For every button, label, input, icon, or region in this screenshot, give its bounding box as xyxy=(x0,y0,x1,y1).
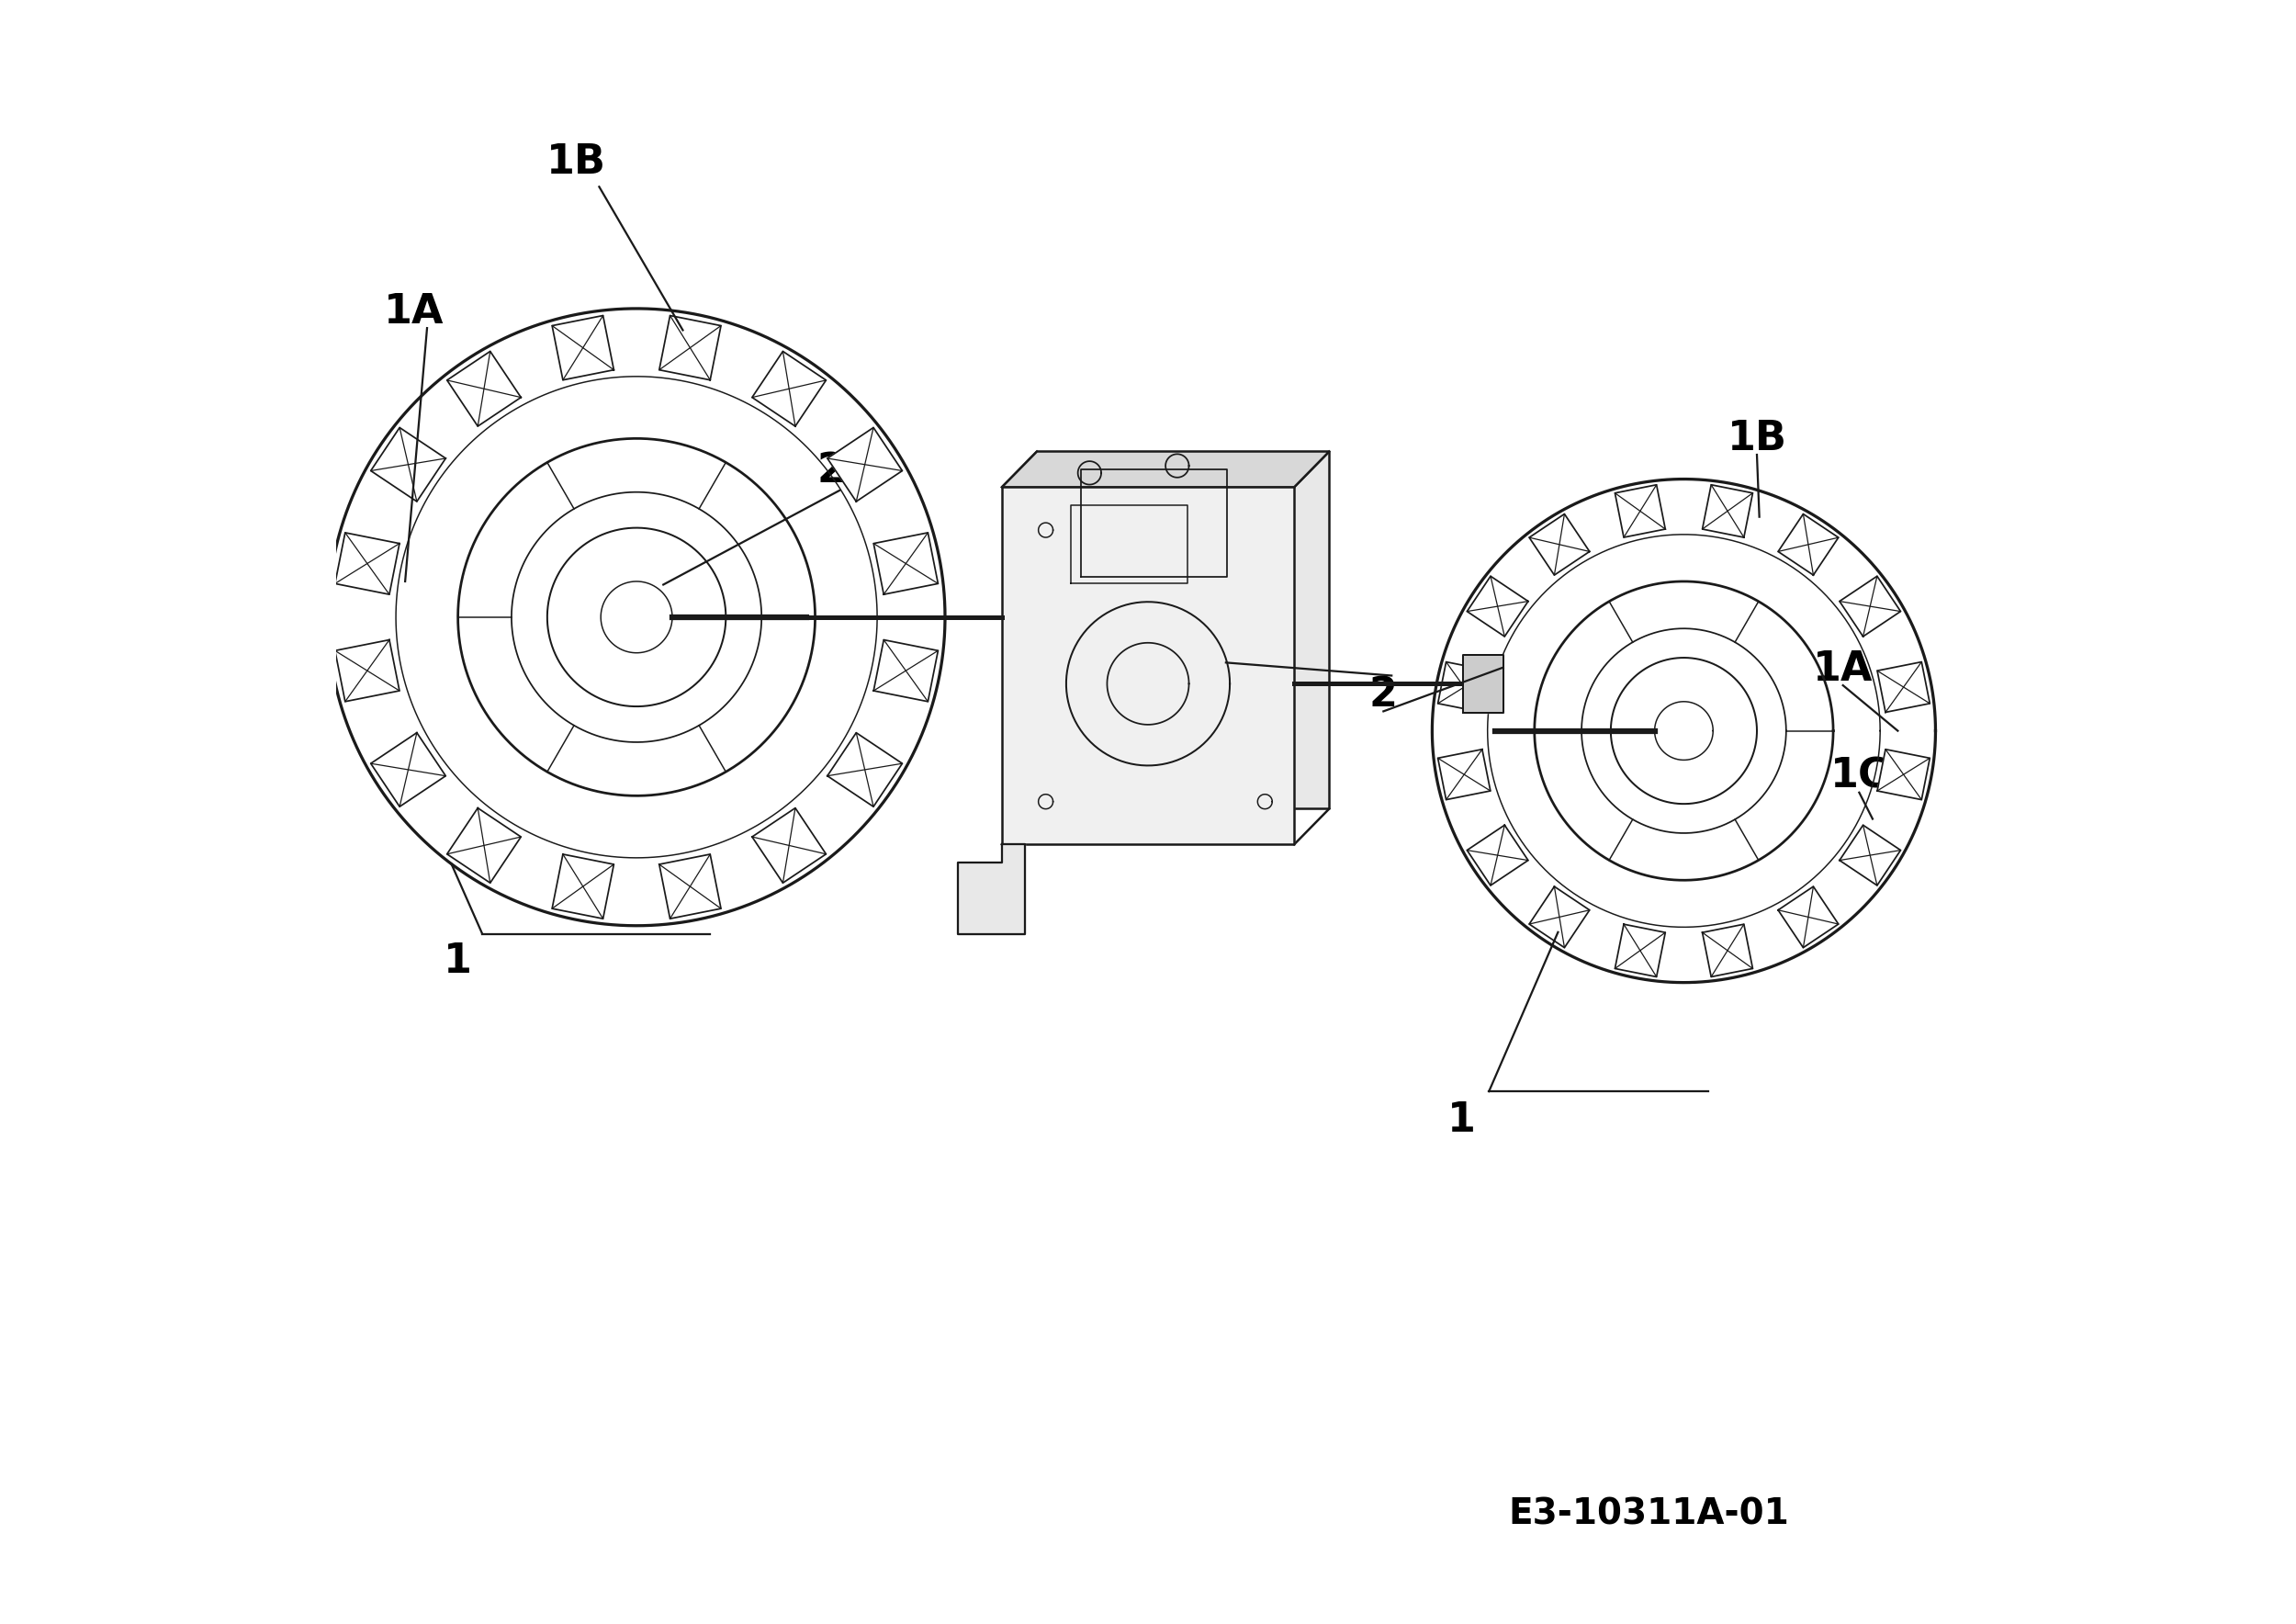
Polygon shape xyxy=(1437,749,1490,799)
Text: 1A: 1A xyxy=(1814,650,1874,689)
Polygon shape xyxy=(1001,487,1295,844)
Polygon shape xyxy=(1529,513,1589,575)
Polygon shape xyxy=(551,315,613,380)
Polygon shape xyxy=(335,640,400,702)
Polygon shape xyxy=(659,854,721,919)
Polygon shape xyxy=(1001,451,1329,487)
Polygon shape xyxy=(1777,887,1839,948)
Text: 1A: 1A xyxy=(383,292,443,331)
Polygon shape xyxy=(1839,825,1901,885)
Text: 3: 3 xyxy=(1212,627,1240,666)
Text: 1: 1 xyxy=(443,942,473,981)
Text: 1: 1 xyxy=(1446,1101,1476,1140)
Polygon shape xyxy=(335,533,400,594)
Polygon shape xyxy=(1701,486,1752,538)
Polygon shape xyxy=(1878,749,1931,799)
Text: 1C: 1C xyxy=(1830,757,1890,796)
Polygon shape xyxy=(1614,924,1665,976)
Text: E3-10311A-01: E3-10311A-01 xyxy=(1508,1497,1789,1531)
Polygon shape xyxy=(872,640,939,702)
Polygon shape xyxy=(1437,663,1490,713)
Polygon shape xyxy=(957,844,1026,934)
Text: 2: 2 xyxy=(1368,676,1398,715)
Polygon shape xyxy=(1777,513,1839,575)
Polygon shape xyxy=(370,732,445,807)
Polygon shape xyxy=(551,854,613,919)
Polygon shape xyxy=(1467,825,1529,885)
Polygon shape xyxy=(827,427,902,502)
Polygon shape xyxy=(1463,654,1504,713)
Polygon shape xyxy=(1038,451,1329,809)
Polygon shape xyxy=(1878,663,1931,713)
Polygon shape xyxy=(448,351,521,425)
Polygon shape xyxy=(659,315,721,380)
Text: 2: 2 xyxy=(817,451,845,490)
Polygon shape xyxy=(448,809,521,883)
Polygon shape xyxy=(370,427,445,502)
Polygon shape xyxy=(1839,577,1901,637)
Text: 1B: 1B xyxy=(546,143,606,182)
Text: 1B: 1B xyxy=(1727,419,1786,458)
Polygon shape xyxy=(753,351,827,425)
Polygon shape xyxy=(872,533,939,594)
Polygon shape xyxy=(1614,486,1665,538)
Polygon shape xyxy=(1529,887,1589,948)
Polygon shape xyxy=(827,732,902,807)
Polygon shape xyxy=(1701,924,1752,976)
Polygon shape xyxy=(753,809,827,883)
Polygon shape xyxy=(1467,577,1529,637)
